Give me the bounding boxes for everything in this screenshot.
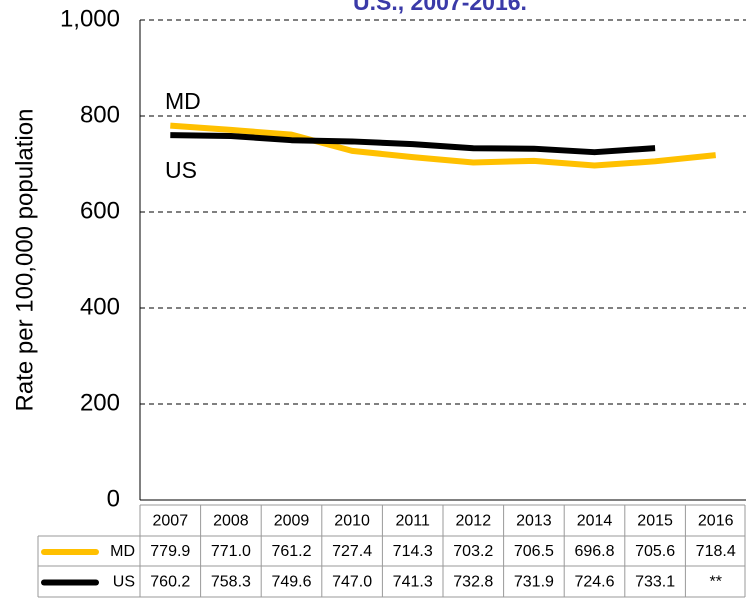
table-cell: 706.5 [514, 543, 554, 560]
x-tick-label: 2008 [213, 513, 249, 530]
x-tick-label: 2015 [637, 513, 673, 530]
table-cell: 727.4 [332, 543, 372, 560]
legend-label: MD [110, 543, 135, 560]
x-tick-label: 2011 [395, 513, 430, 530]
table-cell: 733.1 [635, 574, 675, 591]
chart-title: U.S., 2007-2016. [353, 0, 527, 15]
table-cell: 771.0 [211, 543, 251, 560]
table-cell: 696.8 [574, 543, 614, 560]
x-tick-label: 2007 [153, 513, 189, 530]
table-cell: 760.2 [150, 574, 190, 591]
annotation: US [165, 157, 197, 183]
line [170, 132, 656, 156]
line [170, 122, 717, 169]
y-tick-label: 400 [80, 293, 120, 320]
x-tick-label: 2016 [698, 513, 734, 530]
x-tick-label: 2013 [516, 513, 552, 530]
x-tick-label: 2014 [577, 513, 613, 530]
y-tick-label: 200 [80, 389, 120, 416]
table-cell: 741.3 [393, 574, 433, 591]
y-tick-label: 1,000 [60, 5, 120, 32]
table-cell: 761.2 [271, 543, 311, 560]
table-cell: 779.9 [150, 543, 190, 560]
x-tick-label: 2012 [456, 513, 492, 530]
annotation: MD [165, 88, 201, 114]
table-cell: 703.2 [453, 543, 493, 560]
table-cell: 705.6 [635, 543, 675, 560]
table-cell: ** [709, 574, 721, 591]
table-cell: 731.9 [514, 574, 554, 591]
legend-label: US [113, 574, 135, 591]
table-cell: 724.6 [574, 574, 614, 591]
x-tick-label: 2010 [334, 513, 370, 530]
y-tick-label: 800 [80, 101, 120, 128]
y-axis-label: Rate per 100,000 population [11, 109, 38, 412]
table-cell: 718.4 [696, 543, 736, 560]
table-cell: 714.3 [393, 543, 433, 560]
y-tick-label: 0 [107, 485, 120, 512]
table-cell: 732.8 [453, 574, 493, 591]
table-cell: 749.6 [271, 574, 311, 591]
table-cell: 747.0 [332, 574, 372, 591]
y-tick-label: 600 [80, 197, 120, 224]
table-cell: 758.3 [211, 574, 251, 591]
x-tick-label: 2009 [274, 513, 310, 530]
